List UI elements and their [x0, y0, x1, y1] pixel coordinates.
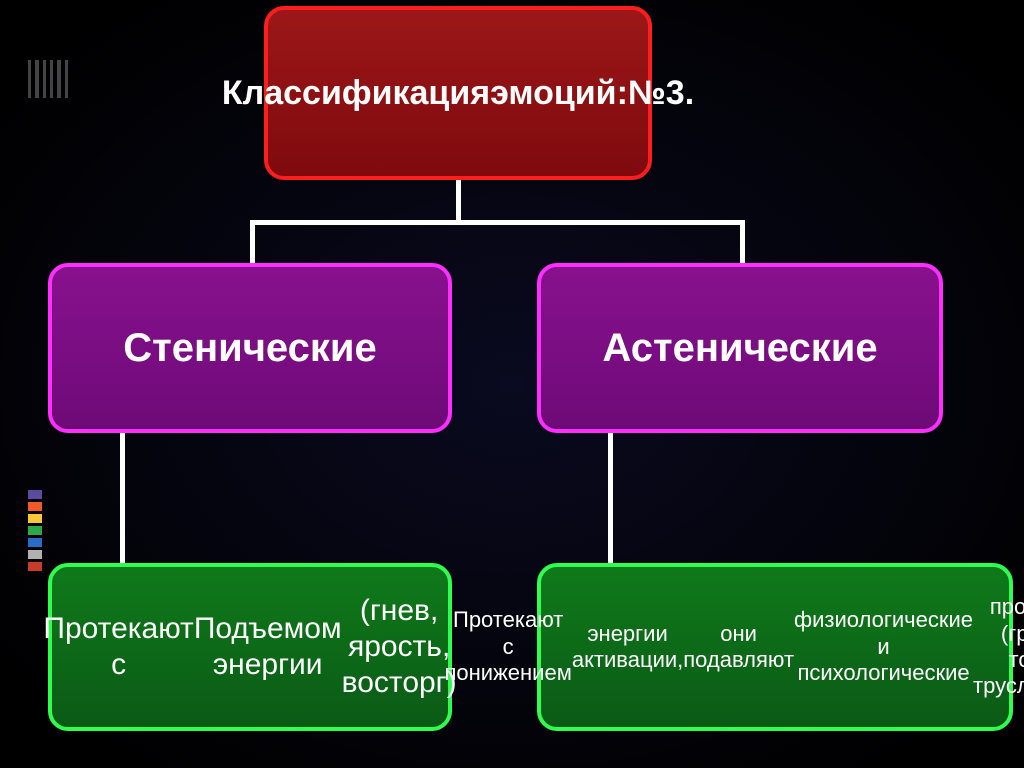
node-sthenic: Стенические — [48, 263, 452, 433]
connector-line — [250, 220, 255, 264]
node-root: Классификацияэмоций:№3. — [264, 6, 652, 180]
node-asthenic-desc: Протекают с понижениемэнергии активации,… — [537, 563, 1013, 731]
slide: Классификацияэмоций:№3. Стенические Асте… — [0, 0, 1024, 768]
connector-line — [608, 433, 613, 563]
connector-line — [740, 220, 745, 264]
connector-line — [120, 433, 125, 563]
node-sthenic-desc: Протекают сПодъемом энергии(гнев, ярость… — [48, 563, 452, 731]
decoration-color-bars — [28, 490, 42, 580]
node-asthenic: Астенические — [537, 263, 943, 433]
connector-line — [250, 220, 740, 225]
connector-line — [456, 180, 461, 222]
decoration-top-stripes — [28, 60, 68, 100]
